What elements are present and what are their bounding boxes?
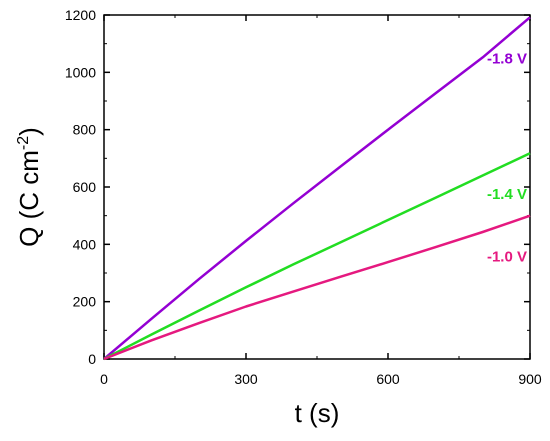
series-line [103,16,531,360]
x-tick-label: 300 [234,371,258,387]
series-label: -1.4 V [487,186,527,203]
series-labels: -1.8 V -1.4 V -1.0 V [487,50,527,265]
y-axis-title-superscript: -2 [15,136,32,150]
y-tick-label: 1000 [65,64,96,80]
series-label: -1.8 V [487,50,527,67]
x-axis-title: t (s) [295,398,340,428]
y-tick-label: 1200 [65,7,96,23]
y-tick-labels: 0 200 400 600 800 1000 1200 [65,7,96,367]
x-tick-label: 600 [376,371,400,387]
y-tick-label: 600 [73,179,97,195]
series-line [103,152,531,361]
x-tick-label: 0 [100,371,108,387]
major-ticks [103,14,531,360]
x-tick-labels: 0 300 600 900 [100,371,542,387]
y-axis-title-close: ) [14,127,44,136]
y-tick-label: 0 [88,351,96,367]
series-line [103,214,531,361]
plot-frame [103,14,531,360]
x-tick-label: 900 [518,371,542,387]
y-tick-label: 200 [73,294,97,310]
minor-ticks [104,15,530,359]
y-tick-label: 400 [73,236,97,252]
y-tick-label: 800 [73,122,97,138]
series-lines [103,16,531,361]
series-label: -1.0 V [487,249,527,266]
y-axis-title: Q (C cm-2) [14,127,44,247]
y-axis-title-main: Q (C cm [14,150,44,247]
